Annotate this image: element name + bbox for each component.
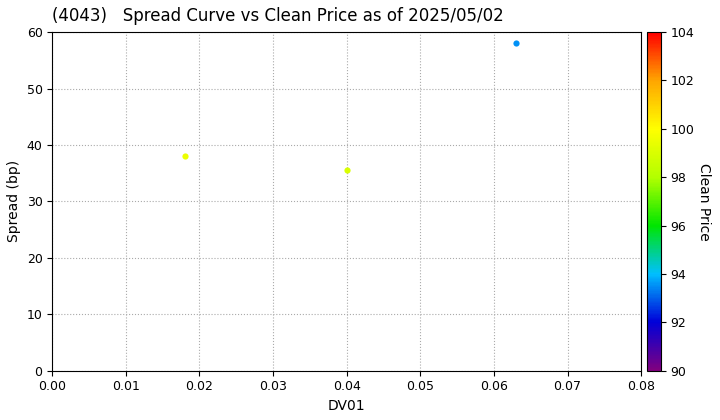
X-axis label: DV01: DV01	[328, 399, 366, 413]
Point	[341, 167, 353, 174]
Point	[510, 40, 522, 47]
Point	[179, 153, 191, 160]
Y-axis label: Spread (bp): Spread (bp)	[7, 160, 21, 242]
Y-axis label: Clean Price: Clean Price	[697, 163, 711, 240]
Text: (4043)   Spread Curve vs Clean Price as of 2025/05/02: (4043) Spread Curve vs Clean Price as of…	[53, 7, 504, 25]
